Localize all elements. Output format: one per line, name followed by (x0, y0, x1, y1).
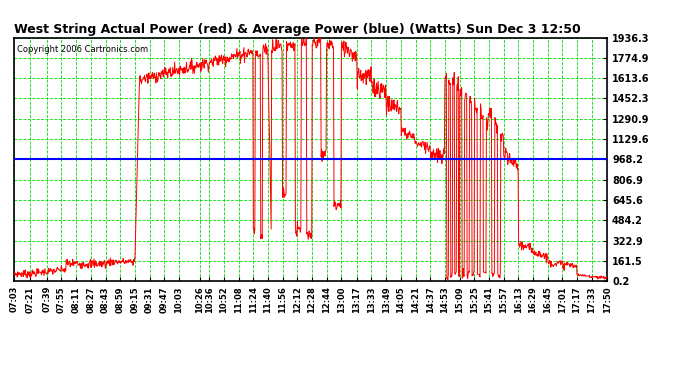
Text: Copyright 2006 Cartronics.com: Copyright 2006 Cartronics.com (17, 45, 148, 54)
Text: West String Actual Power (red) & Average Power (blue) (Watts) Sun Dec 3 12:50: West String Actual Power (red) & Average… (14, 23, 580, 36)
